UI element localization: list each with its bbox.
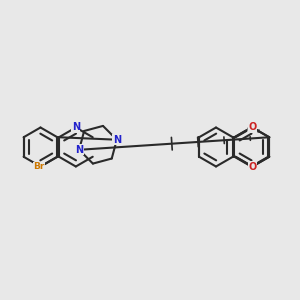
Text: O: O xyxy=(248,161,256,172)
Text: N: N xyxy=(247,122,255,133)
Text: O: O xyxy=(248,122,256,133)
Text: N: N xyxy=(113,135,121,145)
Text: CH₃: CH₃ xyxy=(247,125,261,134)
Text: N: N xyxy=(75,145,83,155)
Text: N: N xyxy=(72,122,80,133)
Text: Br: Br xyxy=(33,162,45,171)
